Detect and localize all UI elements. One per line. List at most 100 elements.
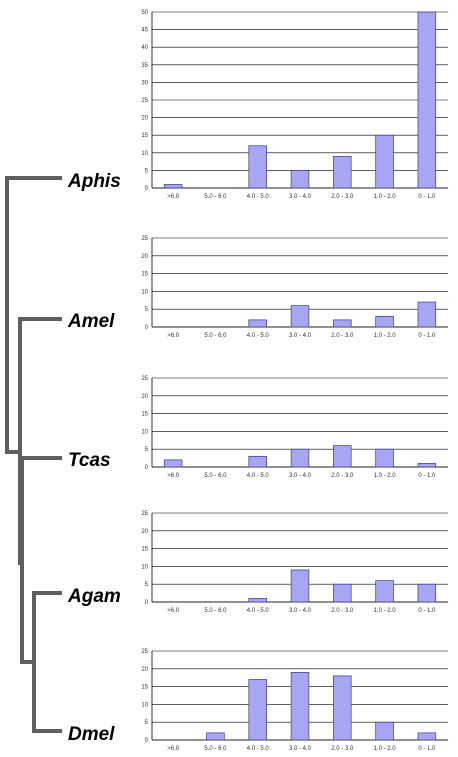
- y-tick-label: 25: [141, 649, 148, 655]
- y-tick-label: 20: [141, 529, 148, 535]
- y-tick-label: 50: [141, 10, 148, 16]
- y-tick-label: 30: [141, 80, 148, 86]
- histogram-dmel: 0 5 10 15 20 25 >6.0 5.0 - 6.0 4.0 - 5.0 3.0 - 4.…: [141, 649, 448, 752]
- bar: [417, 11, 437, 189]
- bar: [163, 459, 183, 468]
- y-tick-label: 0: [145, 186, 149, 192]
- x-tick-label: 4.0 - 5.0: [247, 194, 270, 200]
- x-tick-label: 4.0 - 5.0: [247, 473, 270, 479]
- y-tick-label: 10: [141, 151, 148, 157]
- y-tick-label: 10: [141, 564, 148, 570]
- bar: [290, 569, 310, 603]
- x-tick-label: 5.0 - 6.0: [204, 333, 227, 339]
- y-tick-label: 5: [145, 720, 149, 726]
- y-tick-label: 0: [145, 465, 149, 471]
- y-tick-label: 15: [141, 412, 148, 418]
- bar: [375, 448, 394, 468]
- x-tick-label: 1.0 - 2.0: [374, 473, 397, 479]
- bar: [375, 580, 394, 603]
- bar: [333, 155, 352, 189]
- y-tick-label: 20: [141, 667, 148, 673]
- bar: [248, 145, 267, 189]
- y-tick-label: 5: [145, 307, 149, 313]
- histogram-aphis: 0 5 10 15 20 25 30 35 40 45 50 >6.0 5.0 - 6.0 4.0 - 5…: [141, 10, 448, 200]
- x-tick-label: 5.0 - 6.0: [204, 746, 227, 752]
- x-tick-label: 2.0 - 3.0: [331, 608, 354, 614]
- y-tick-label: 25: [141, 98, 148, 104]
- x-tick-label: 0 - 1.0: [418, 473, 436, 479]
- bar: [163, 184, 183, 189]
- phylogenetic-tree: Aphis Amel Tcas Agam Dmel: [5, 171, 121, 745]
- species-label-tcas: Tcas: [68, 450, 111, 471]
- x-tick-label: 3.0 - 4.0: [289, 608, 312, 614]
- x-tick-label: 0 - 1.0: [418, 608, 436, 614]
- bar: [333, 445, 352, 468]
- species-labels: Aphis Amel Tcas Agam Dmel: [67, 171, 121, 745]
- species-label-agam: Agam: [67, 586, 121, 607]
- y-tick-label: 10: [141, 702, 148, 708]
- x-tick-label: 0 - 1.0: [418, 333, 436, 339]
- x-tick-label: 5.0 - 6.0: [204, 473, 227, 479]
- x-tick-label: >6.0: [167, 746, 180, 752]
- species-label-dmel: Dmel: [68, 724, 115, 745]
- x-tick-label: 1.0 - 2.0: [374, 333, 397, 339]
- bar: [333, 319, 352, 328]
- y-tick-label: 20: [141, 254, 148, 260]
- bar: [206, 732, 225, 741]
- y-tick-label: 20: [141, 394, 148, 400]
- y-tick-label: 0: [145, 325, 149, 331]
- x-tick-label: >6.0: [167, 333, 180, 339]
- species-label-amel: Amel: [67, 311, 115, 332]
- x-tick-label: 2.0 - 3.0: [331, 333, 354, 339]
- histogram-amel: 0 5 10 15 20 25 >6.0 5.0 - 6.0 4.0 - 5.0 3.0 - 4.…: [141, 236, 448, 339]
- x-tick-label: 2.0 - 3.0: [331, 746, 354, 752]
- x-tick-label: 1.0 - 2.0: [374, 194, 397, 200]
- histogram-agam: 0 5 10 15 20 25 >6.0 5.0 - 6.0 4.0 - 5.0 3.0 - 4.…: [141, 511, 448, 614]
- bar: [333, 583, 352, 603]
- bar: [248, 598, 267, 603]
- x-tick-label: 4.0 - 5.0: [247, 746, 270, 752]
- y-tick-label: 45: [141, 28, 148, 34]
- bar: [417, 583, 437, 603]
- y-tick-label: 25: [141, 511, 148, 517]
- x-tick-label: 3.0 - 4.0: [289, 333, 312, 339]
- x-tick-label: 4.0 - 5.0: [247, 333, 270, 339]
- bar: [417, 301, 437, 328]
- x-tick-label: 2.0 - 3.0: [331, 473, 354, 479]
- bar: [333, 675, 352, 741]
- y-tick-label: 25: [141, 236, 148, 242]
- y-tick-label: 35: [141, 63, 148, 69]
- x-tick-label: >6.0: [167, 473, 180, 479]
- bar: [417, 732, 437, 741]
- histogram-tcas: 0 5 10 15 20 25 >6.0 5.0 - 6.0 4.0 - 5.0 3.0 - 4.…: [141, 376, 448, 479]
- y-tick-label: 15: [141, 133, 148, 139]
- bar: [290, 305, 310, 328]
- bar: [290, 672, 310, 741]
- bar: [375, 315, 394, 328]
- x-tick-label: 5.0 - 6.0: [204, 608, 227, 614]
- species-label-aphis: Aphis: [67, 171, 121, 192]
- bar: [248, 455, 267, 468]
- y-tick-label: 5: [145, 447, 149, 453]
- x-tick-label: 4.0 - 5.0: [247, 608, 270, 614]
- bar: [248, 319, 267, 328]
- y-tick-label: 10: [141, 429, 148, 435]
- x-tick-label: 3.0 - 4.0: [289, 473, 312, 479]
- x-tick-label: 3.0 - 4.0: [289, 194, 312, 200]
- x-tick-label: 0 - 1.0: [418, 194, 436, 200]
- x-tick-label: >6.0: [167, 608, 180, 614]
- x-tick-label: 3.0 - 4.0: [289, 746, 312, 752]
- tree-branches: [5, 176, 62, 733]
- bar: [290, 170, 310, 189]
- bar: [248, 679, 267, 741]
- y-tick-label: 15: [141, 685, 148, 691]
- x-tick-label: 5.0 - 6.0: [204, 194, 227, 200]
- x-tick-label: 0 - 1.0: [418, 746, 436, 752]
- y-tick-label: 5: [145, 582, 149, 588]
- y-tick-label: 40: [141, 45, 148, 51]
- bar: [290, 448, 310, 468]
- x-tick-label: >6.0: [167, 194, 180, 200]
- y-tick-label: 25: [141, 376, 148, 382]
